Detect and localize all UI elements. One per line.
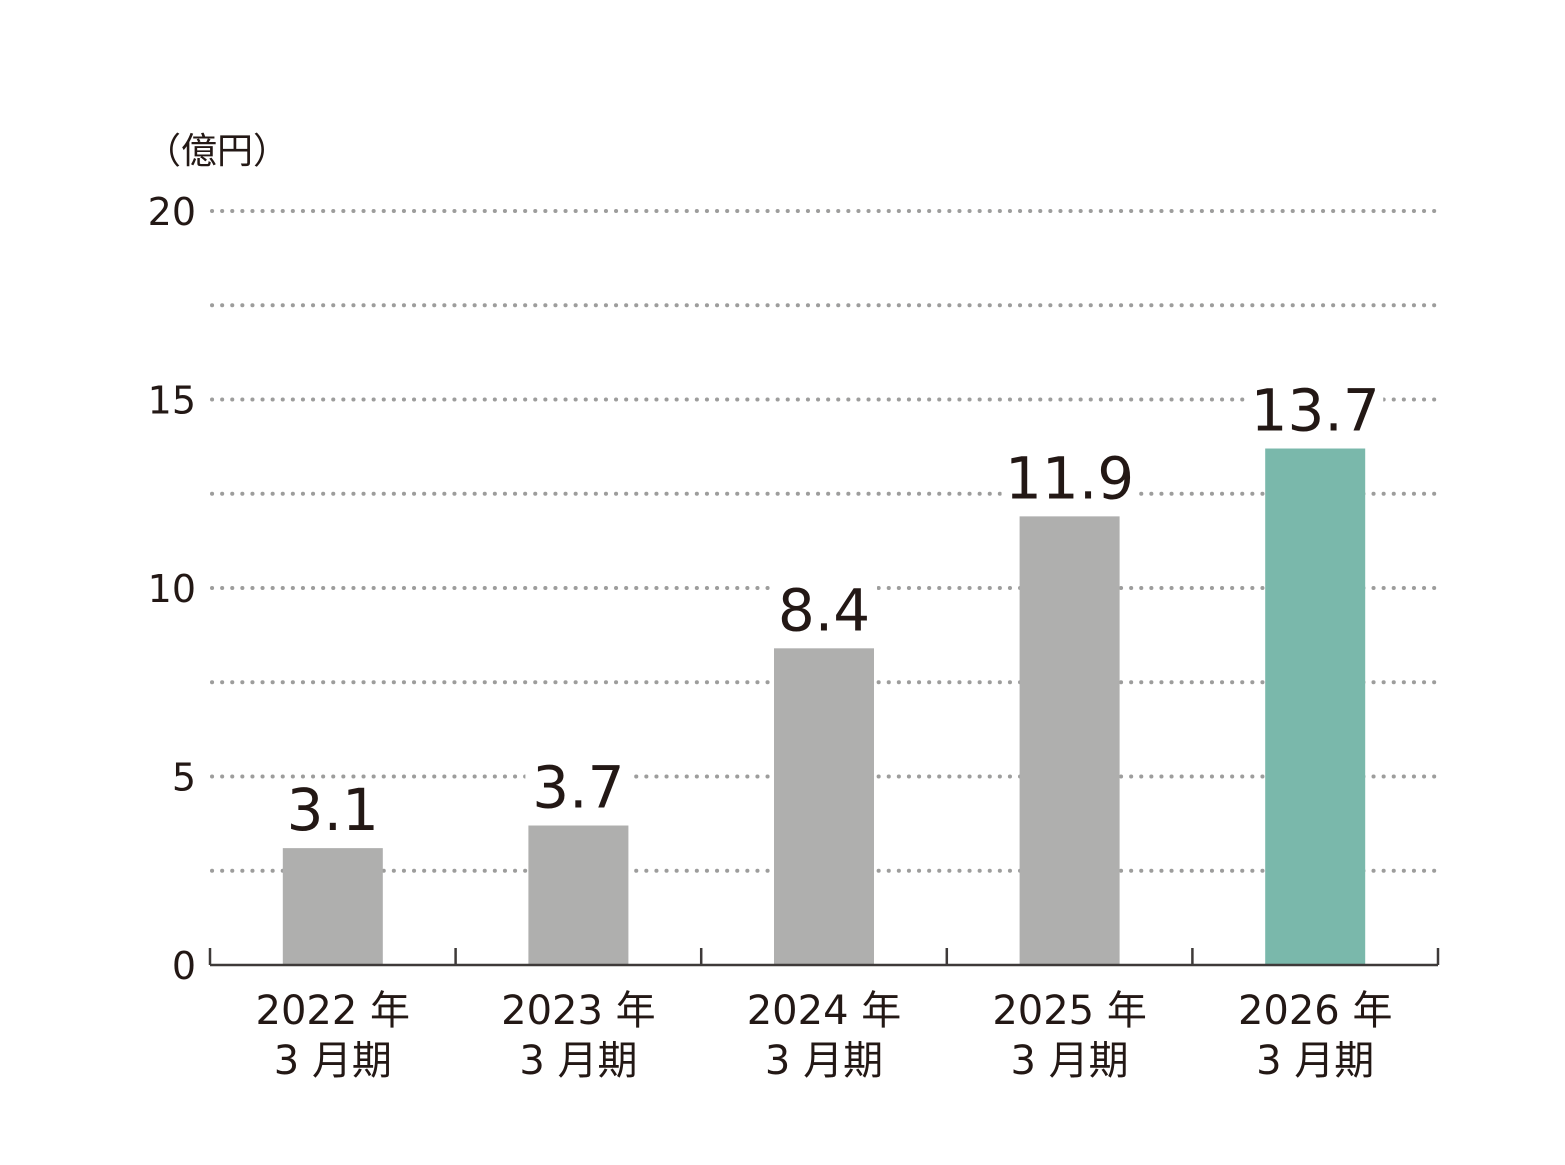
bar [1265, 448, 1366, 965]
value-label: 3.7 [532, 754, 624, 822]
value-label-backing [1247, 380, 1384, 437]
value-label: 11.9 [1005, 444, 1134, 512]
x-tick-label: 3 月期 [274, 1038, 392, 1084]
y-tick-label: 0 [172, 944, 196, 988]
x-tick-label: 3 月期 [519, 1038, 637, 1084]
x-tick-label: 2026 年 [1238, 988, 1393, 1034]
x-tick-label: 2023 年 [501, 988, 656, 1034]
value-label-backing [771, 580, 877, 637]
x-tick-label: 3 月期 [765, 1038, 883, 1084]
y-tick-label: 15 [148, 379, 196, 423]
x-tick-label: 3 月期 [1011, 1038, 1129, 1084]
y-tick-label: 5 [172, 756, 196, 800]
value-label: 13.7 [1251, 377, 1380, 445]
x-tick-label: 2025 年 [992, 988, 1147, 1034]
bars [282, 448, 1366, 965]
value-label-backing [1001, 448, 1138, 505]
x-axis [208, 948, 1440, 967]
value-label: 3.1 [287, 776, 379, 844]
bar [528, 825, 629, 965]
y-tick-label: 20 [148, 190, 196, 234]
value-label-backing [525, 757, 632, 814]
value-label: 8.4 [778, 576, 870, 644]
y-tick-label: 10 [148, 567, 196, 611]
y-tick-labels: 0 5 10 15 20 [148, 190, 196, 988]
y-unit-label: （億円） [145, 131, 289, 172]
bar [1019, 516, 1120, 965]
value-label-backing [279, 780, 386, 837]
value-labels: 3.1 3.7 8.4 11.9 13.7 [279, 377, 1384, 844]
bar [774, 648, 874, 965]
x-tick-label: 2024 年 [747, 988, 902, 1034]
x-tick-label: 3 月期 [1256, 1038, 1374, 1084]
x-tick-label: 2022 年 [256, 988, 411, 1034]
bar [282, 848, 383, 965]
